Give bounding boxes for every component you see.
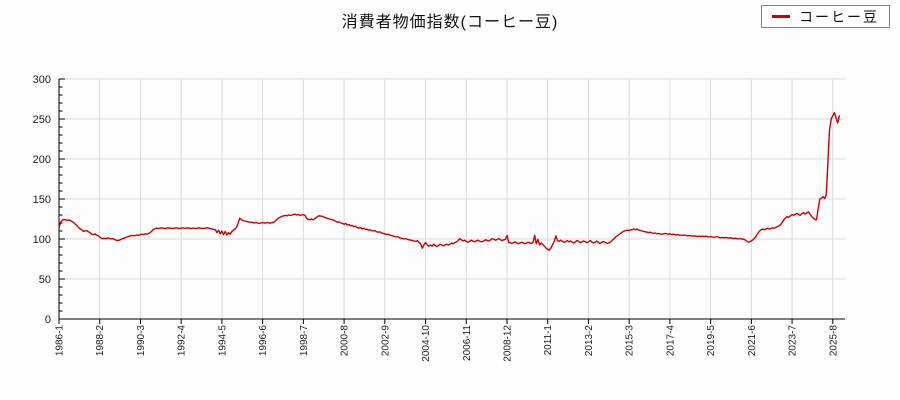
x-tick-label: 1992-4 (177, 325, 188, 357)
legend: コーヒー豆 (761, 5, 890, 28)
x-tick-label: 2019-5 (706, 325, 717, 357)
y-tick-label: 300 (33, 74, 51, 86)
x-tick-label: 1994-5 (217, 325, 228, 357)
x-tick-label: 2023-7 (788, 325, 799, 357)
x-tick-label: 1996-6 (258, 325, 269, 357)
chart-title: 消費者物価指数(コーヒー豆) (341, 14, 559, 31)
x-tick-label: 2017-4 (665, 325, 676, 357)
x-tick-label: 1988-2 (95, 325, 106, 357)
series-line (58, 111, 840, 251)
x-tick-label: 2000-8 (340, 325, 351, 357)
x-tick-label: 2021-6 (747, 325, 758, 357)
y-tick-label: 0 (45, 314, 51, 326)
y-tick-label: 200 (33, 154, 51, 166)
x-tick-label: 1986-1 (55, 325, 66, 357)
x-tick-label: 2004-10 (421, 325, 432, 362)
y-tick-label: 50 (39, 274, 51, 286)
legend-label: コーヒー豆 (799, 8, 879, 25)
legend-line-swatch (772, 15, 790, 18)
y-tick-label: 100 (33, 234, 51, 246)
y-tick-label: 250 (33, 114, 51, 126)
x-tick-label: 2011-1 (543, 325, 554, 356)
x-tick-label: 2015-3 (625, 325, 636, 357)
x-tick-label: 1998-7 (299, 325, 310, 357)
x-tick-label: 1990-3 (136, 325, 147, 357)
x-tick-label: 2013-2 (584, 325, 595, 357)
x-tick-label: 2025-8 (828, 325, 839, 357)
y-tick-label: 150 (33, 194, 51, 206)
x-tick-label: 2006-11 (462, 325, 473, 361)
x-tick-label: 2002-9 (380, 325, 391, 357)
x-tick-label: 2008-12 (502, 325, 513, 362)
